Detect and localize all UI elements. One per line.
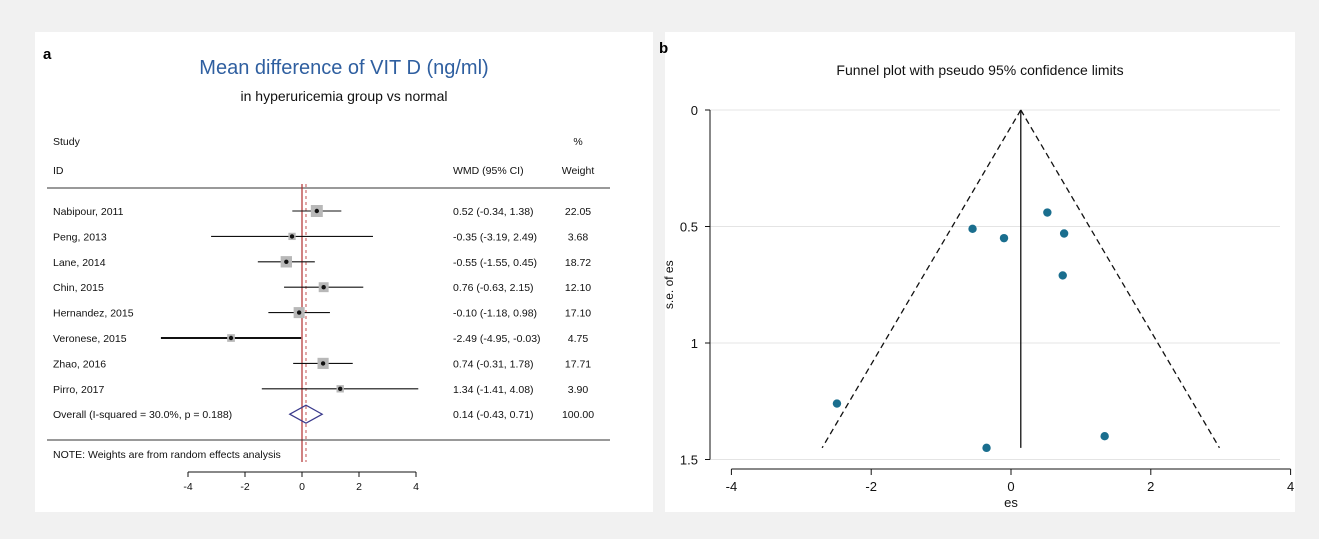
header-study: Study <box>53 136 81 148</box>
forest-plot-canvas: Study ID WMD (95% CI)% Weight Nabipour, 2011… <box>47 136 610 493</box>
funnel-data-point <box>1043 208 1052 217</box>
study-weight: 18.72 <box>565 257 591 269</box>
funnel-x-tick-label: 4 <box>1287 479 1294 494</box>
study-point <box>314 208 320 214</box>
study-weight: 3.90 <box>568 384 589 396</box>
study-label: Nabipour, 2011 <box>53 206 124 218</box>
funnel-data-point <box>1058 271 1067 280</box>
study-point <box>337 386 343 391</box>
header-weight: Weight <box>562 165 595 177</box>
study-label: Hernandez, 2015 <box>53 308 134 320</box>
study-weight: 3.68 <box>568 231 589 243</box>
lower-confidence-limit <box>821 109 1022 449</box>
study-weight: 17.10 <box>565 308 591 320</box>
study-point <box>289 234 295 239</box>
study-ci-text: -0.35 (-3.19, 2.49) <box>453 231 537 243</box>
study-point <box>321 285 326 290</box>
forest-x-tick-label: -2 <box>240 481 249 493</box>
funnel-data-point <box>999 233 1009 243</box>
funnel-x-tick-label: 0 <box>1007 479 1014 494</box>
study-ci-text: -0.10 (-1.18, 0.98) <box>453 308 537 320</box>
funnel-data-point <box>1059 229 1069 238</box>
study-ci-text: 0.52 (-0.34, 1.38) <box>453 206 534 218</box>
panel-label-b: b <box>659 40 669 57</box>
header-id: ID <box>53 165 64 177</box>
funnel-x-tick-label: -2 <box>865 479 877 494</box>
study-weight: 12.10 <box>565 282 591 294</box>
study-label: Veronese, 2015 <box>53 333 127 345</box>
study-label: Pirro, 2017 <box>53 384 105 396</box>
study-point <box>228 335 234 341</box>
study-ci-text: 0.74 (-0.31, 1.78) <box>453 358 534 370</box>
study-label: Zhao, 2016 <box>53 358 106 370</box>
funnel-y-tick-label: 1 <box>691 336 698 351</box>
panel-label-a: a <box>43 46 52 63</box>
overall-weight: 100.00 <box>562 409 594 421</box>
funnel-y-tick-label: 1.5 <box>680 453 698 468</box>
study-label: Peng, 2013 <box>53 231 107 243</box>
study-point <box>296 310 302 315</box>
funnel-plot-panel: b Funnel plot with pseudo 95% confidence… <box>659 32 1295 512</box>
forest-plot-panel: a Mean difference of VIT D (ng/ml) in hy… <box>35 32 653 512</box>
weights-note: NOTE: Weights are from random effects an… <box>53 449 281 461</box>
funnel-data-point <box>968 224 977 234</box>
upper-confidence-limit <box>1020 109 1221 449</box>
header-wmd: WMD (95% CI) <box>453 165 524 177</box>
funnel-plot-title: Funnel plot with pseudo 95% confidence l… <box>836 62 1124 78</box>
study-label: Lane, 2014 <box>53 257 106 269</box>
forest-plot-title: Mean difference of VIT D (ng/ml) <box>199 57 489 79</box>
funnel-x-tick-label: 2 <box>1147 479 1154 494</box>
study-point <box>320 361 326 366</box>
funnel-data-point <box>832 399 842 408</box>
study-point <box>284 259 289 264</box>
overall-diamond <box>288 404 324 424</box>
overall-ci-text: 0.14 (-0.43, 0.71) <box>453 409 534 421</box>
funnel-data-point <box>982 443 991 453</box>
study-ci-text: -2.49 (-4.95, -0.03) <box>453 333 541 345</box>
study-weight: 22.05 <box>565 206 591 218</box>
study-weight: 4.75 <box>568 333 589 345</box>
study-label: Chin, 2015 <box>53 282 104 294</box>
funnel-y-axis-label: s.e. of es <box>662 260 676 309</box>
study-weight: 17.71 <box>565 358 591 370</box>
forest-x-tick-label: 0 <box>299 481 305 493</box>
funnel-x-tick-label: -4 <box>726 479 738 494</box>
funnel-y-tick-label: 0.5 <box>680 220 698 235</box>
funnel-x-axis-label: es <box>1004 495 1018 510</box>
forest-x-tick-label: -4 <box>183 481 192 493</box>
study-ci-text: 1.34 (-1.41, 4.08) <box>453 384 534 396</box>
forest-plot-subtitle: in hyperuricemia group vs normal <box>240 88 448 104</box>
study-ci-text: -0.55 (-1.55, 0.45) <box>453 257 537 269</box>
forest-x-tick-label: 4 <box>413 481 419 493</box>
study-ci-text: 0.76 (-0.63, 2.15) <box>453 282 534 294</box>
forest-x-tick-label: 2 <box>356 481 362 493</box>
funnel-plot-canvas: 0 0.5 1 1.5 s.e. of es -4 -2 0 2 4 es <box>662 103 1294 510</box>
header-percent: % <box>573 136 582 148</box>
overall-label: Overall (I-squared = 30.0%, p = 0.188) <box>53 409 232 421</box>
funnel-y-tick-label: 0 <box>691 103 698 118</box>
funnel-data-point <box>1100 432 1109 441</box>
